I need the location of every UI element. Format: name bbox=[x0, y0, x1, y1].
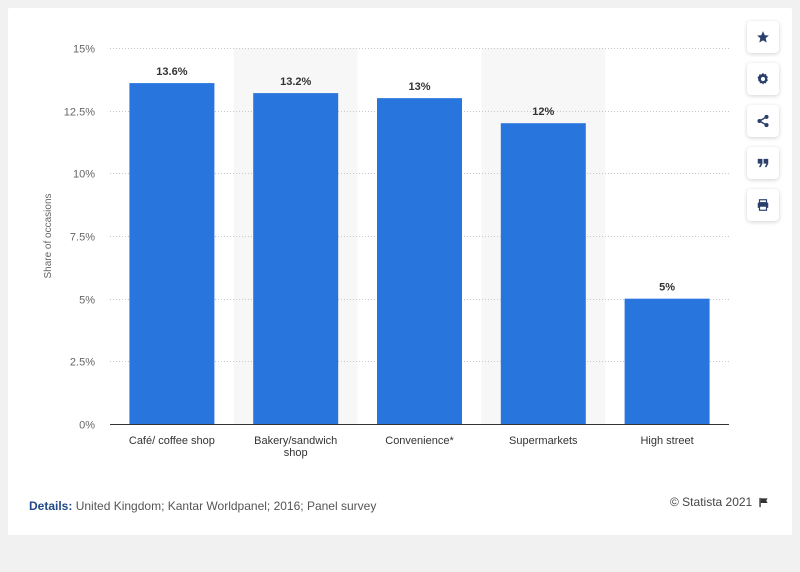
details-text: United Kingdom; Kantar Worldpanel; 2016;… bbox=[72, 499, 377, 513]
x-tick-label-line: shop bbox=[284, 447, 308, 459]
flag-icon bbox=[759, 497, 768, 507]
y-tick-label: 12.5% bbox=[64, 107, 95, 119]
source-details: Details: United Kingdom; Kantar Worldpan… bbox=[29, 499, 376, 513]
x-tick-labels: Café/ coffee shop Bakery/sandwich shop Conv… bbox=[129, 435, 694, 459]
share-icon bbox=[757, 114, 769, 128]
x-tick-label: Supermarkets bbox=[509, 435, 578, 447]
value-label: 12% bbox=[532, 106, 554, 118]
y-tick-label: 15% bbox=[73, 44, 95, 56]
y-tick-label: 7.5% bbox=[70, 232, 95, 244]
bar[interactable] bbox=[377, 98, 462, 424]
copyright-text: © Statista 2021 bbox=[670, 495, 753, 509]
bar[interactable] bbox=[129, 83, 215, 425]
y-tick-label: 0% bbox=[79, 420, 95, 432]
print-button[interactable] bbox=[747, 189, 779, 221]
x-tick-label: Café/ coffee shop bbox=[129, 435, 215, 447]
bar[interactable] bbox=[253, 93, 339, 425]
x-tick-label: Convenience* bbox=[385, 435, 454, 447]
bars bbox=[129, 83, 710, 425]
y-tick-label: 10% bbox=[73, 169, 95, 181]
value-label: 13% bbox=[408, 81, 430, 93]
y-tick-label: 2.5% bbox=[70, 357, 95, 369]
settings-button[interactable] bbox=[747, 63, 779, 95]
gear-icon bbox=[757, 72, 768, 85]
quote-icon bbox=[757, 158, 769, 168]
y-axis-label: Share of occasions bbox=[43, 193, 54, 278]
details-label: Details: bbox=[29, 499, 73, 513]
x-tick-label-line: High street bbox=[640, 435, 693, 447]
x-tick-label-line: Bakery/sandwich bbox=[254, 435, 337, 447]
value-label: 5% bbox=[659, 282, 675, 294]
y-tick-labels: 0% 2.5% 5% 7.5% 10% 12.5% 15% bbox=[64, 44, 95, 432]
copyright[interactable]: © Statista 2021 bbox=[670, 495, 769, 509]
x-tick-label-line: Supermarkets bbox=[509, 435, 578, 447]
print-icon bbox=[757, 199, 769, 211]
bar[interactable] bbox=[624, 298, 710, 424]
star-icon bbox=[757, 31, 769, 43]
value-labels: 13.6% 13.2% 13% 12% 5% bbox=[156, 66, 675, 294]
value-label: 13.6% bbox=[156, 66, 187, 78]
y-tick-label: 5% bbox=[79, 295, 95, 307]
favorite-button[interactable] bbox=[747, 21, 779, 53]
bar[interactable] bbox=[500, 123, 586, 424]
value-label: 13.2% bbox=[280, 76, 311, 88]
x-tick-label: Bakery/sandwich shop bbox=[254, 435, 337, 459]
x-tick-label-line: Café/ coffee shop bbox=[129, 435, 215, 447]
x-tick-label-line: Convenience* bbox=[385, 435, 454, 447]
x-tick-label: High street bbox=[640, 435, 693, 447]
share-button[interactable] bbox=[747, 105, 779, 137]
cite-button[interactable] bbox=[747, 147, 779, 179]
